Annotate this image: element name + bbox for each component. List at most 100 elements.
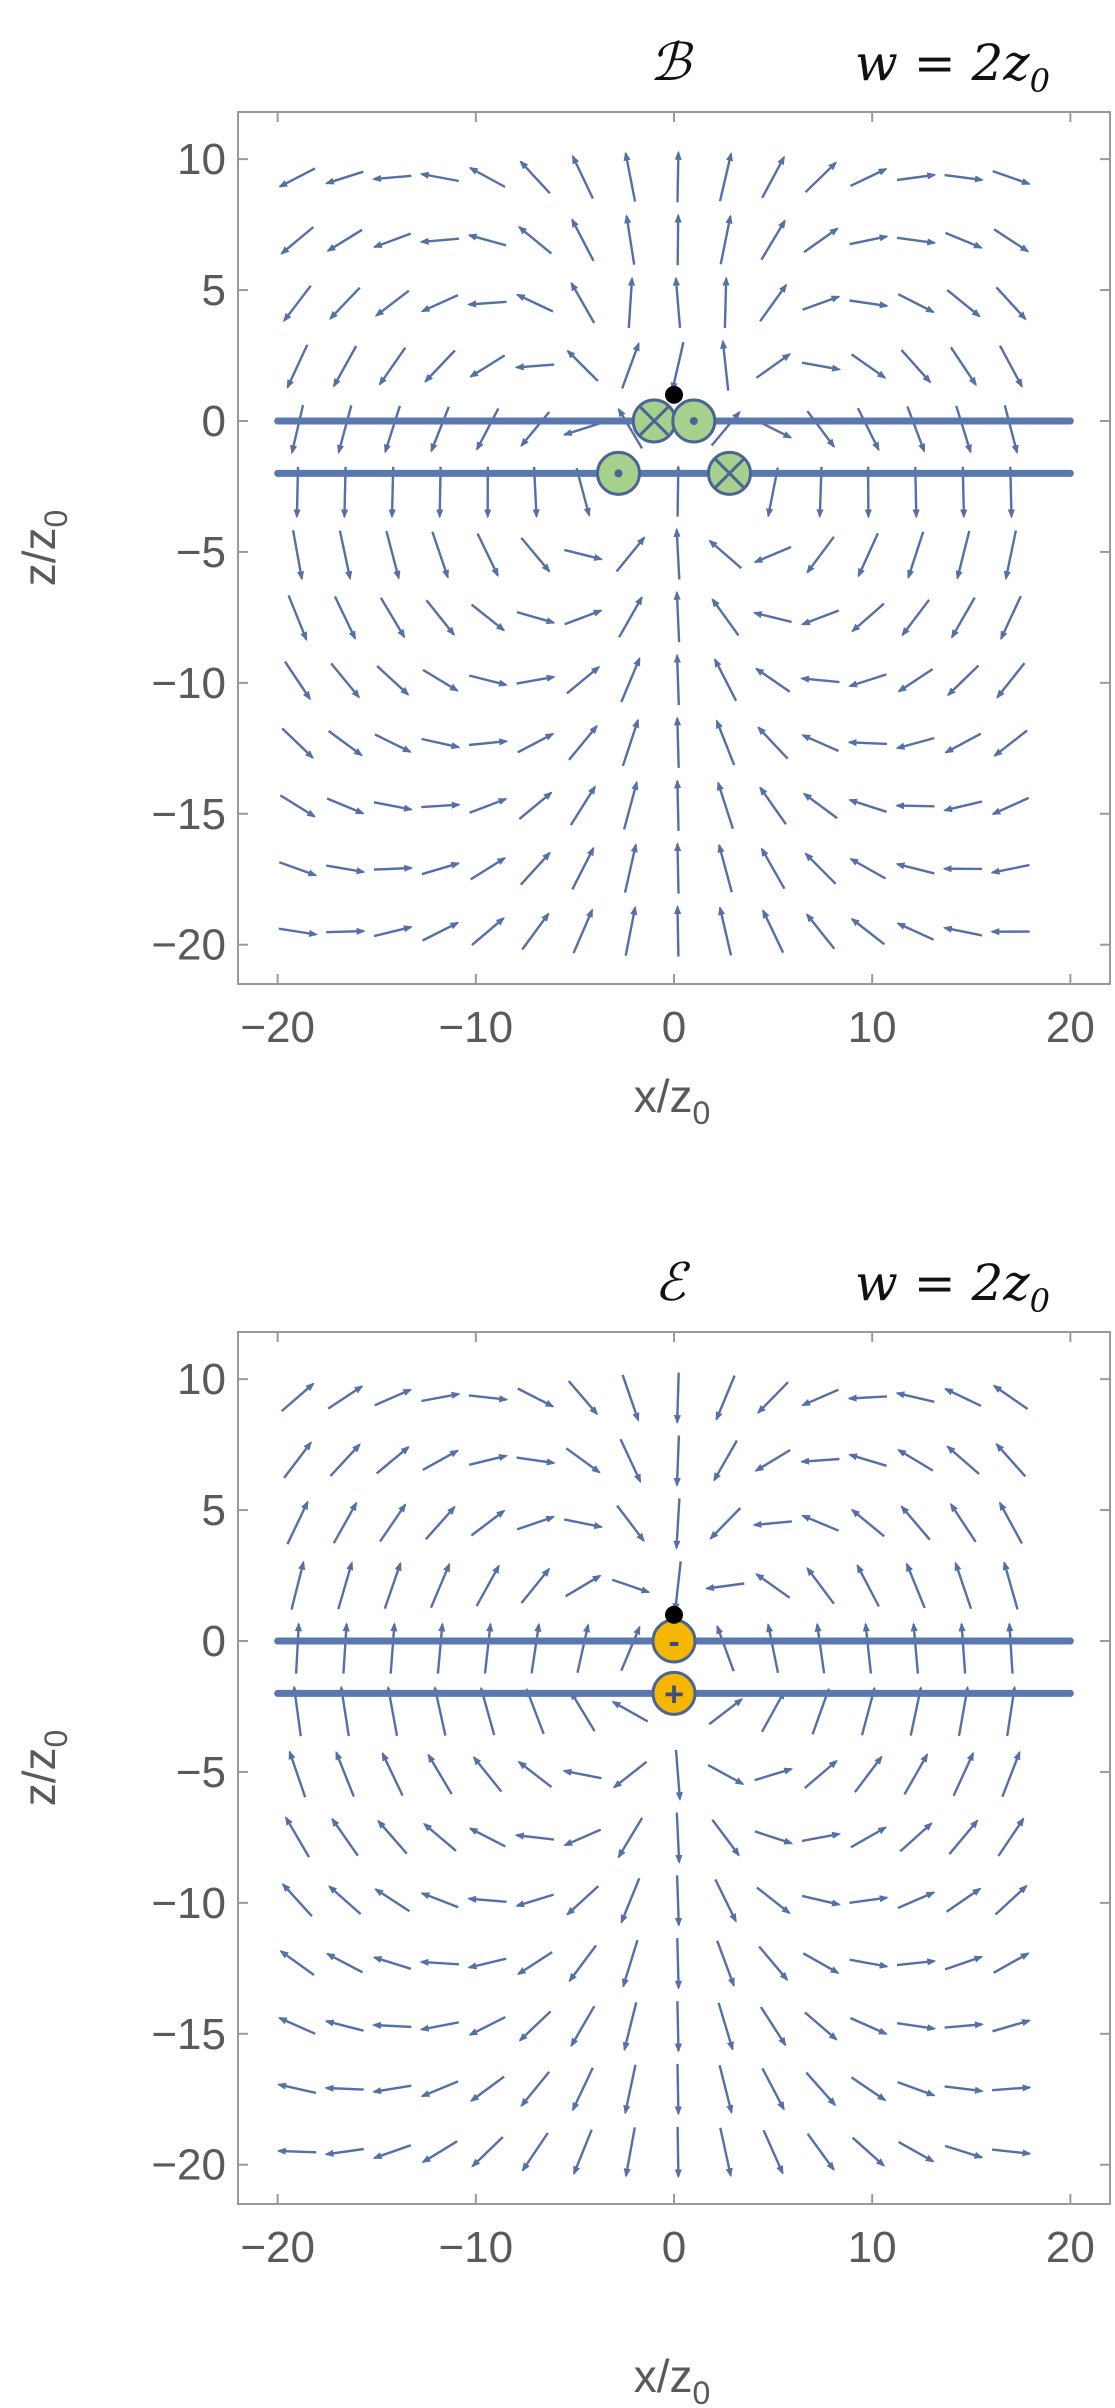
streamline-arrow bbox=[424, 349, 456, 383]
streamline-arrow bbox=[896, 1958, 937, 1967]
streamline-arrow bbox=[897, 1448, 934, 1472]
streamline-arrow bbox=[325, 1952, 364, 1974]
plot-area bbox=[274, 150, 1074, 957]
streamline-arrow bbox=[515, 293, 554, 313]
x-axis-label: x/z0 bbox=[634, 1070, 711, 1131]
streamline-arrow bbox=[673, 1435, 681, 1487]
streamline-arrow bbox=[895, 862, 935, 875]
streamline-arrow bbox=[897, 293, 936, 314]
streamline-arrow bbox=[377, 1819, 408, 1855]
streamline-arrow bbox=[814, 1622, 826, 1674]
streamline-arrow bbox=[998, 1501, 1023, 1544]
streamline-arrow bbox=[674, 2063, 682, 2116]
streamline-arrow bbox=[475, 407, 500, 451]
streamline-arrow bbox=[673, 1372, 682, 1425]
streamline-arrow bbox=[895, 736, 935, 750]
streamline-arrow bbox=[570, 1690, 596, 1732]
streamline-arrow bbox=[851, 602, 885, 633]
streamline-arrow bbox=[847, 739, 888, 747]
streamline-arrow bbox=[525, 1687, 545, 1735]
streamline-arrow bbox=[564, 548, 604, 561]
streamline-arrow bbox=[611, 1578, 651, 1594]
observation-point bbox=[665, 385, 683, 404]
y-axis-ticks: 10 5 0 −5 −10 −15 −20 bbox=[151, 1355, 1110, 2190]
svg-text:-: - bbox=[668, 1623, 679, 1661]
streamline-arrow bbox=[324, 2147, 364, 2157]
streamline-arrow bbox=[901, 599, 931, 637]
streamline-arrow bbox=[995, 286, 1027, 321]
streamline-arrow bbox=[372, 2084, 412, 2095]
streamline-arrow bbox=[514, 363, 555, 371]
streamline-arrow bbox=[286, 1500, 309, 1545]
streamline-arrow bbox=[955, 405, 972, 454]
streamline-arrow bbox=[990, 863, 1030, 875]
streamline-arrow bbox=[419, 1958, 460, 1966]
streamline-arrow bbox=[674, 1938, 683, 1990]
streamline-arrow bbox=[806, 536, 835, 574]
y-axis-ticks: 10 5 0 −5 −10 −15 −20 bbox=[151, 135, 1110, 970]
streamline-arrow bbox=[756, 1886, 791, 1915]
streamline-arrow bbox=[760, 219, 786, 261]
streamline-arrow bbox=[431, 531, 449, 579]
streamline-arrow bbox=[1000, 595, 1022, 641]
streamline-arrow bbox=[673, 1498, 681, 1550]
streamline-arrow bbox=[906, 406, 926, 453]
streamline-arrow bbox=[276, 2147, 317, 2155]
streamline-arrow bbox=[374, 733, 412, 753]
streamline-arrow bbox=[419, 237, 460, 245]
streamline-arrow bbox=[806, 2132, 835, 2172]
streamline-arrow bbox=[421, 801, 461, 809]
streamline-arrow bbox=[946, 664, 980, 697]
streamline-arrow bbox=[759, 2006, 787, 2047]
streamline-arrow bbox=[288, 1750, 307, 1798]
streamline-arrow bbox=[436, 1622, 446, 1674]
streamline-arrow bbox=[992, 2084, 1032, 2092]
streamline-arrow bbox=[993, 729, 1028, 757]
streamline-arrow bbox=[338, 530, 353, 581]
x-tick-label: 10 bbox=[848, 2223, 897, 2272]
streamline-arrow bbox=[624, 905, 638, 956]
streamline-arrow bbox=[521, 912, 550, 951]
streamline-arrow bbox=[857, 532, 879, 578]
streamline-arrow bbox=[993, 1952, 1030, 1974]
streamline-arrow bbox=[279, 794, 317, 818]
streamline-arrow bbox=[337, 405, 353, 455]
streamline-arrow bbox=[995, 1442, 1027, 1478]
current-sources bbox=[596, 398, 752, 496]
plot-frame bbox=[237, 111, 1111, 985]
streamline-arrow bbox=[514, 1832, 555, 1841]
streamline-arrow bbox=[900, 349, 932, 384]
streamline-arrow bbox=[896, 922, 935, 941]
source-negative: - bbox=[651, 1618, 697, 1664]
streamline-arrow bbox=[1003, 404, 1019, 455]
y-tick-label: 5 bbox=[202, 266, 226, 315]
x-tick-label: 20 bbox=[1046, 1003, 1095, 1052]
streamline-arrow bbox=[283, 284, 312, 323]
streamline-arrow bbox=[944, 1955, 984, 1971]
streamline-arrow bbox=[372, 2021, 412, 2029]
electric-field-panel: ℰ w = 2z0 -+ −20 −10 0 10 20 1050−5−10−15−20… bbox=[13, 1253, 1111, 2408]
streamline-arrow bbox=[330, 662, 361, 699]
streamline-arrow bbox=[376, 665, 410, 696]
streamline-arrow bbox=[621, 1374, 640, 1422]
streamline-arrow bbox=[624, 214, 636, 265]
streamline-arrow bbox=[328, 1885, 362, 1915]
streamline-arrow bbox=[468, 2016, 506, 2036]
y-tick-label: 10 bbox=[177, 135, 226, 184]
streamline-arrow bbox=[570, 2005, 596, 2048]
streamline-arrow bbox=[611, 1700, 649, 1723]
streamline-arrow bbox=[720, 339, 730, 391]
streamline-arrow bbox=[468, 674, 508, 687]
streamline-arrow bbox=[804, 161, 838, 194]
streamline-arrow bbox=[483, 1622, 494, 1674]
streamline-arrow bbox=[515, 1893, 554, 1908]
streamline-arrow bbox=[991, 796, 1030, 816]
streamline-arrow bbox=[715, 1375, 736, 1421]
streamline-arrow bbox=[374, 1888, 411, 1913]
streamline-arrow bbox=[280, 1382, 315, 1413]
streamline-arrow bbox=[291, 530, 305, 581]
y-tick-label: −20 bbox=[151, 921, 226, 970]
streamline-arrow bbox=[847, 1394, 888, 1402]
streamline-arrow bbox=[804, 852, 837, 885]
